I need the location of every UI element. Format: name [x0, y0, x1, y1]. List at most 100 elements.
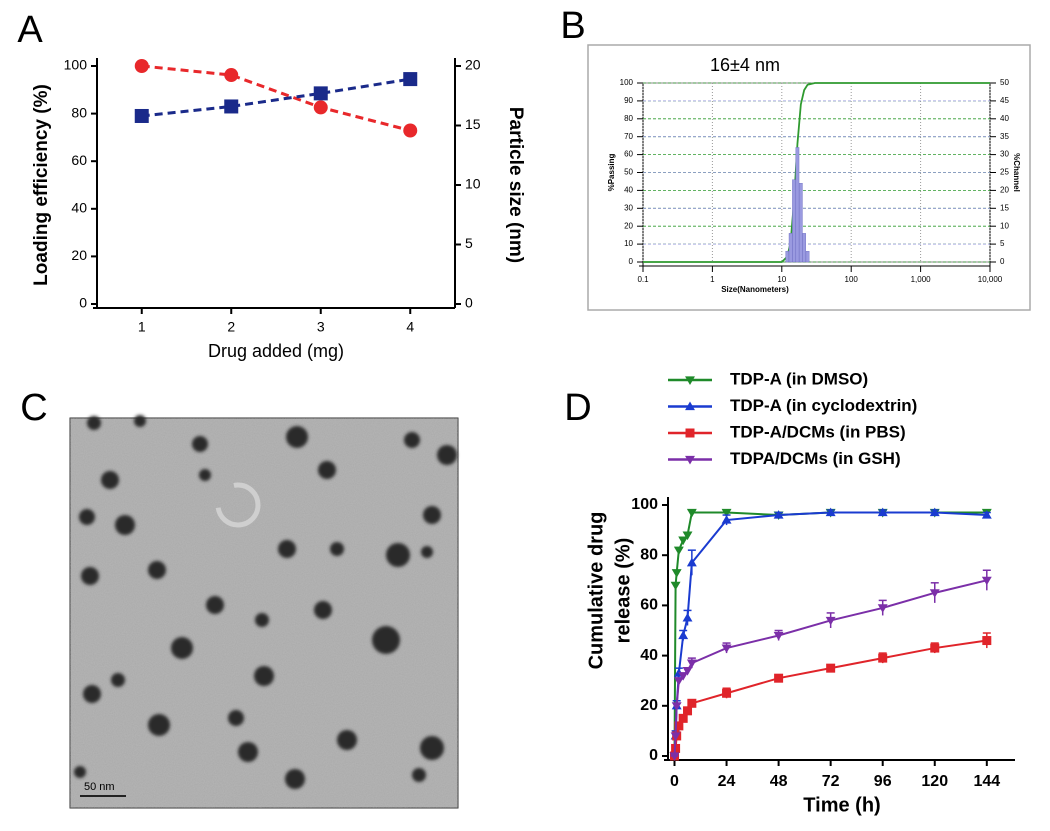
marker: [678, 630, 689, 640]
x-tick-label: 0: [670, 773, 679, 790]
y-tick-label: 60: [624, 150, 633, 159]
marker: [685, 376, 695, 385]
y2-tick-label: 20: [465, 57, 481, 73]
marker: [685, 428, 695, 438]
y-tick-label: 40: [624, 186, 633, 195]
marker: [134, 59, 149, 73]
y-tick-label: 60: [640, 597, 658, 614]
x-tick-label: 4: [406, 319, 414, 335]
marker: [671, 702, 682, 711]
y-axis-label: %Passing: [607, 153, 616, 191]
marker: [403, 72, 418, 87]
marker: [982, 636, 992, 646]
y-tick-label: 50: [624, 168, 633, 177]
y-tick-label: 30: [624, 203, 633, 212]
marker: [678, 672, 689, 681]
y2-tick-label: 25: [1000, 168, 1009, 177]
marker: [670, 581, 681, 591]
marker: [826, 663, 836, 673]
y2-tick-label: 20: [1000, 186, 1009, 195]
x-tick-label: 10: [777, 275, 786, 284]
y-axis-label: release (%): [612, 538, 634, 644]
marker: [682, 613, 693, 622]
marker: [722, 688, 732, 698]
x-axis-label: Drug added (mg): [208, 341, 344, 361]
legend-label: TDP-A (in DMSO): [730, 369, 868, 388]
bar: [785, 251, 790, 263]
x-tick-label: 3: [317, 319, 325, 335]
x-tick-label: 0.1: [637, 275, 649, 284]
particles: [74, 415, 457, 789]
bar: [799, 183, 803, 263]
marker: [877, 604, 888, 613]
y-tick-label: 20: [624, 221, 633, 230]
x-tick-label: 1: [710, 275, 715, 284]
y2-tick-label: 50: [1000, 78, 1009, 87]
bar: [795, 147, 800, 263]
marker: [673, 677, 684, 686]
y2-axis-label: Particle size (nm): [505, 107, 526, 263]
bar: [788, 233, 793, 263]
series-line: [141, 77, 411, 118]
vesicle-ring: [215, 482, 261, 528]
bar: [802, 233, 806, 263]
x-tick-label: 144: [973, 773, 1000, 790]
y2-tick-label: 30: [1000, 150, 1009, 159]
y-tick-label: 20: [640, 697, 658, 714]
y2-tick-label: 10: [1000, 221, 1009, 230]
bar: [792, 179, 796, 263]
marker: [674, 721, 684, 731]
marker: [825, 616, 836, 626]
y-tick-label: 20: [71, 247, 87, 263]
marker: [673, 546, 684, 556]
panel-label: D: [564, 387, 591, 429]
x-axis-label: Size(Nanometers): [721, 285, 789, 294]
marker: [686, 508, 697, 518]
x-tick-label: 96: [874, 773, 892, 790]
y-tick-label: 40: [640, 647, 658, 664]
marker: [682, 531, 693, 541]
panel-b-frame: [587, 44, 1031, 311]
legend-label: TDPA/DCMs (in GSH): [730, 449, 901, 468]
marker: [671, 569, 682, 578]
marker: [929, 507, 940, 517]
y-tick-label: 0: [649, 747, 658, 764]
marker: [683, 706, 693, 716]
y2-tick-label: 10: [465, 176, 481, 192]
x-tick-label: 48: [770, 773, 788, 790]
y2-tick-label: 5: [465, 235, 473, 251]
y-tick-label: 80: [71, 104, 87, 120]
marker: [669, 752, 680, 761]
series-line: [643, 82, 990, 263]
series-line: [673, 511, 987, 757]
marker: [929, 589, 940, 598]
x-tick-label: 1: [138, 319, 146, 335]
legend-label: TDP-A (in cyclodextrin): [730, 396, 917, 415]
y2-tick-label: 35: [1000, 132, 1009, 141]
y-tick-label: 0: [629, 257, 634, 266]
marker: [721, 644, 732, 654]
marker: [685, 401, 695, 411]
marker: [685, 455, 695, 465]
x-tick-label: 24: [718, 773, 736, 790]
y-tick-label: 60: [71, 152, 87, 168]
x-tick-label: 120: [921, 773, 948, 790]
marker: [825, 507, 836, 517]
marker: [682, 667, 693, 676]
x-axis-label: Time (h): [803, 794, 880, 816]
y-tick-label: 40: [71, 200, 87, 216]
marker: [773, 631, 784, 641]
y-tick-label: 80: [640, 546, 658, 563]
micrograph: 50 nm C: [20, 387, 459, 809]
series-line: [673, 639, 987, 757]
x-tick-label: 100: [845, 275, 859, 284]
marker: [313, 100, 328, 115]
y2-axis-label: %Channel: [1012, 153, 1021, 192]
marker: [670, 732, 681, 741]
series-line: [673, 511, 987, 757]
marker: [313, 86, 328, 101]
marker: [981, 576, 992, 586]
y-axis-label: Cumulative drug: [585, 512, 607, 670]
y-tick-label: 100: [620, 78, 634, 87]
